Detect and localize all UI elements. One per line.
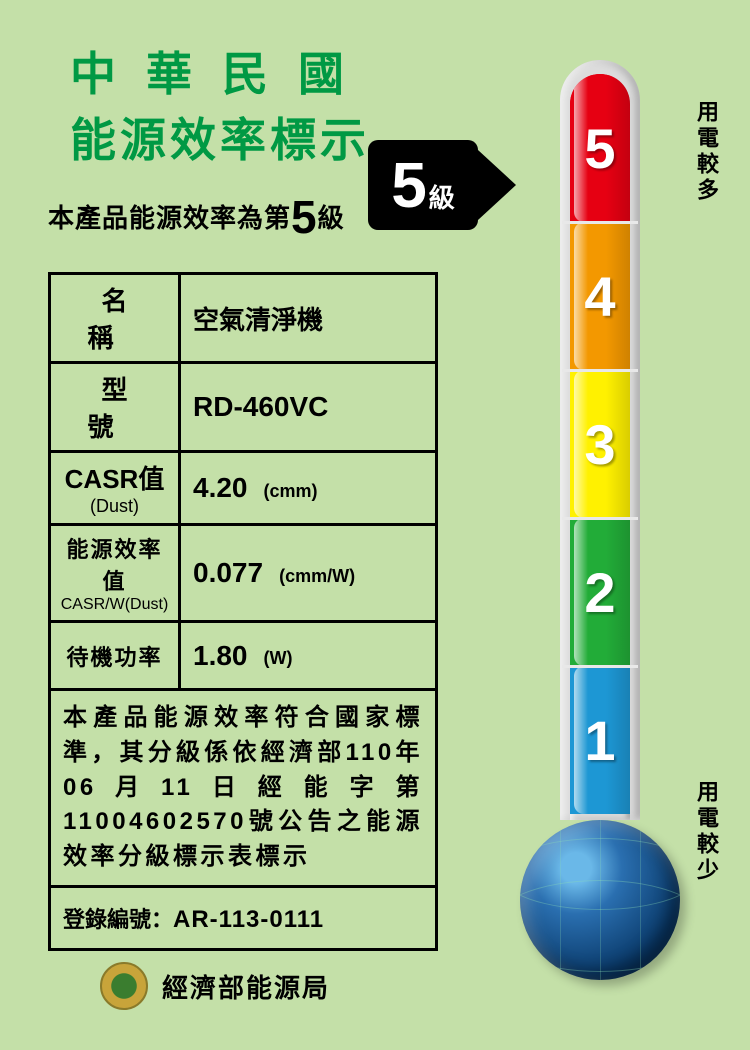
row-value: RD-460VC	[181, 364, 435, 450]
subheader-suffix: 級	[318, 203, 345, 233]
issuer-text: 經濟部能源局	[162, 968, 330, 1005]
registration-row: 登錄編號：AR-113-0111	[51, 888, 435, 948]
thermo-segment-1: 1	[570, 666, 630, 814]
row-label: 型號	[51, 364, 181, 450]
label-more-power: 用電較多	[690, 100, 722, 204]
table-row: 待機功率1.80(W)	[51, 623, 435, 691]
subheader-grade: 5	[291, 191, 318, 243]
row-label: 名稱	[51, 275, 181, 361]
badge-suffix: 級	[429, 178, 455, 215]
header: 中華民國 能源效率標示	[70, 38, 374, 170]
row-value: 空氣清淨機	[181, 275, 435, 361]
issuer: 經濟部能源局	[100, 962, 330, 1010]
thermometer: 54321	[520, 60, 670, 980]
reg-number: AR-113-0111	[173, 906, 324, 933]
table-row: 型號RD-460VC	[51, 364, 435, 453]
table-row: 名稱空氣清淨機	[51, 275, 435, 364]
table-row: CASR值(Dust)4.20(cmm)	[51, 453, 435, 526]
row-value: 1.80(W)	[181, 623, 435, 688]
header-line1: 中華民國	[70, 38, 374, 104]
label-less-power: 用電較少	[690, 780, 722, 884]
badge-number: 5	[391, 148, 427, 222]
thermo-segment-3: 3	[570, 370, 630, 518]
subheader: 本產品能源效率為第5級	[48, 190, 345, 244]
thermo-segment-4: 4	[570, 222, 630, 370]
thermo-segment-2: 2	[570, 518, 630, 666]
thermo-tick	[562, 665, 638, 668]
row-label: 待機功率	[51, 623, 181, 688]
thermometer-bulb-icon	[520, 820, 680, 980]
table-row: 能源效率值CASR/W(Dust)0.077(cmm/W)	[51, 526, 435, 623]
row-label: 能源效率值CASR/W(Dust)	[51, 526, 181, 620]
disclaimer-text: 本產品能源效率符合國家標準，其分級係依經濟部110年06月11日經能字第1100…	[51, 691, 435, 888]
thermo-tick	[562, 221, 638, 224]
thermometer-segments: 54321	[570, 74, 630, 820]
subheader-prefix: 本產品能源效率為第	[48, 203, 291, 233]
thermo-tick	[562, 517, 638, 520]
reg-label: 登錄編號：	[63, 907, 173, 932]
row-value: 4.20(cmm)	[181, 453, 435, 523]
issuer-seal-icon	[100, 962, 148, 1010]
grade-badge: 5 級	[368, 140, 478, 230]
row-label: CASR值(Dust)	[51, 453, 181, 523]
info-table: 名稱空氣清淨機型號RD-460VCCASR值(Dust)4.20(cmm)能源效…	[48, 272, 438, 951]
row-value: 0.077(cmm/W)	[181, 526, 435, 620]
header-line2: 能源效率標示	[70, 104, 374, 170]
thermo-segment-5: 5	[570, 74, 630, 222]
thermo-tick	[562, 369, 638, 372]
